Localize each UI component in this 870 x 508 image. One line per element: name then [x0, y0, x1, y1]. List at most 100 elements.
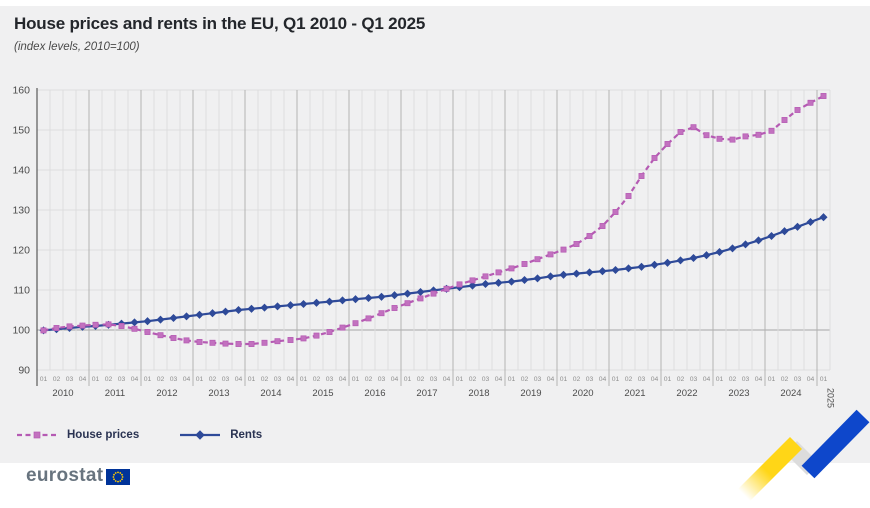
- svg-text:02: 02: [261, 376, 269, 383]
- chart-subtitle: (index levels, 2010=100): [14, 41, 140, 53]
- svg-text:03: 03: [222, 376, 230, 383]
- eurostat-logo-text: eurostat: [26, 465, 104, 486]
- svg-text:01: 01: [716, 376, 724, 383]
- year-gridlines: [88, 90, 818, 386]
- svg-text:01: 01: [820, 376, 828, 383]
- svg-text:01: 01: [456, 376, 464, 383]
- svg-text:120: 120: [12, 245, 30, 257]
- legend-label-rents: Rents: [230, 429, 263, 441]
- chart-legend: House prices Rents: [16, 429, 262, 441]
- svg-text:150: 150: [12, 125, 30, 137]
- svg-text:2015: 2015: [312, 388, 333, 399]
- svg-text:04: 04: [807, 376, 815, 383]
- svg-text:03: 03: [742, 376, 750, 383]
- svg-text:03: 03: [170, 376, 178, 383]
- svg-text:130: 130: [12, 205, 30, 217]
- svg-text:02: 02: [573, 376, 581, 383]
- svg-text:2021: 2021: [624, 388, 645, 399]
- svg-text:02: 02: [417, 376, 425, 383]
- svg-text:2024: 2024: [780, 388, 801, 399]
- svg-text:04: 04: [495, 376, 503, 383]
- svg-text:02: 02: [469, 376, 477, 383]
- house-prices-swatch-icon: [17, 431, 57, 439]
- svg-text:01: 01: [144, 376, 152, 383]
- chart-panel: [0, 6, 870, 463]
- svg-text:01: 01: [404, 376, 412, 383]
- svg-text:04: 04: [755, 376, 763, 383]
- eurostat-logo: eurostat: [26, 465, 131, 486]
- svg-text:90: 90: [18, 365, 30, 377]
- svg-text:02: 02: [157, 376, 165, 383]
- svg-text:04: 04: [443, 376, 451, 383]
- svg-text:01: 01: [40, 376, 48, 383]
- svg-text:01: 01: [300, 376, 308, 383]
- svg-text:2013: 2013: [208, 388, 229, 399]
- svg-text:2012: 2012: [156, 388, 177, 399]
- svg-text:2020: 2020: [572, 388, 593, 399]
- year-labels: 2010 2011 2012 2013 2014 2015 2016 2017 2018 2019…: [52, 388, 835, 408]
- svg-text:04: 04: [547, 376, 555, 383]
- svg-text:100: 100: [12, 325, 30, 337]
- svg-text:02: 02: [209, 376, 217, 383]
- svg-text:2014: 2014: [260, 388, 281, 399]
- svg-text:02: 02: [53, 376, 61, 383]
- svg-text:02: 02: [313, 376, 321, 383]
- series-house-prices: [40, 93, 827, 347]
- svg-text:04: 04: [235, 376, 243, 383]
- svg-text:2025: 2025: [826, 388, 836, 408]
- svg-text:03: 03: [118, 376, 126, 383]
- svg-text:03: 03: [326, 376, 334, 383]
- series-rents: [39, 213, 828, 335]
- svg-text:2022: 2022: [676, 388, 697, 399]
- svg-text:01: 01: [248, 376, 256, 383]
- svg-text:2018: 2018: [468, 388, 489, 399]
- svg-text:03: 03: [66, 376, 74, 383]
- svg-text:160: 160: [12, 85, 30, 97]
- svg-text:02: 02: [677, 376, 685, 383]
- svg-text:03: 03: [534, 376, 542, 383]
- svg-text:140: 140: [12, 165, 30, 177]
- svg-text:02: 02: [105, 376, 113, 383]
- rents-swatch-icon: [180, 430, 221, 440]
- legend-item-house-prices: House prices: [16, 429, 139, 441]
- svg-text:04: 04: [651, 376, 659, 383]
- chart-title: House prices and rents in the EU, Q1 201…: [14, 14, 426, 33]
- svg-text:03: 03: [586, 376, 594, 383]
- svg-text:01: 01: [612, 376, 620, 383]
- svg-text:03: 03: [638, 376, 646, 383]
- svg-text:01: 01: [768, 376, 776, 383]
- svg-text:04: 04: [131, 376, 139, 383]
- svg-text:02: 02: [521, 376, 529, 383]
- svg-text:04: 04: [703, 376, 711, 383]
- svg-text:04: 04: [339, 376, 347, 383]
- svg-text:03: 03: [378, 376, 386, 383]
- svg-text:110: 110: [13, 285, 30, 297]
- quarter-labels: 01 02 03 04 01 02 03 04 01 02 03 04 01 02 03 04 01 02 03 04…: [40, 376, 828, 383]
- svg-text:01: 01: [508, 376, 516, 383]
- legend-item-rents: Rents: [179, 429, 262, 441]
- svg-text:01: 01: [664, 376, 672, 383]
- svg-text:2011: 2011: [105, 388, 125, 399]
- svg-text:2019: 2019: [520, 388, 541, 399]
- svg-text:03: 03: [690, 376, 698, 383]
- eu-flag-icon: [106, 469, 131, 485]
- svg-text:04: 04: [599, 376, 607, 383]
- svg-text:01: 01: [92, 376, 100, 383]
- svg-text:02: 02: [729, 376, 737, 383]
- svg-text:02: 02: [781, 376, 789, 383]
- svg-text:03: 03: [274, 376, 282, 383]
- svg-text:2016: 2016: [364, 388, 385, 399]
- y-gridlines: 90 100 110 120 130 140 150 160: [12, 85, 830, 377]
- svg-text:01: 01: [196, 376, 204, 383]
- svg-text:02: 02: [625, 376, 633, 383]
- svg-text:2017: 2017: [416, 388, 437, 399]
- svg-text:01: 01: [560, 376, 568, 383]
- svg-text:04: 04: [287, 376, 295, 383]
- svg-text:03: 03: [482, 376, 490, 383]
- svg-text:01: 01: [352, 376, 360, 383]
- legend-label-house-prices: House prices: [67, 429, 140, 441]
- svg-text:03: 03: [430, 376, 438, 383]
- svg-text:02: 02: [365, 376, 373, 383]
- svg-text:03: 03: [794, 376, 802, 383]
